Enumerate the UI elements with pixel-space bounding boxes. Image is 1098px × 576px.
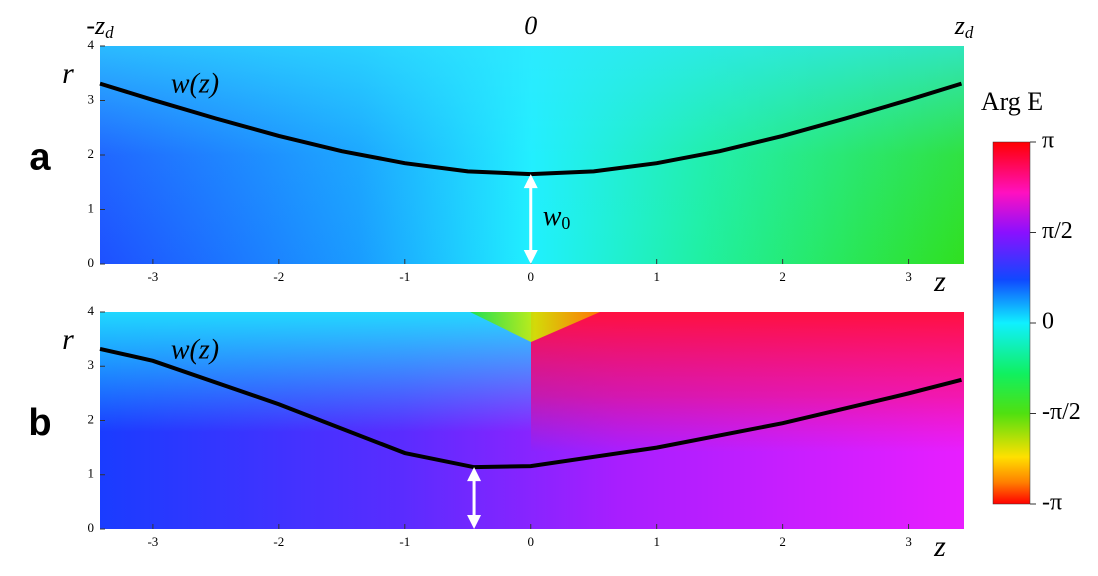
- top-tick-main: z: [954, 11, 965, 40]
- y-axis-label: r: [62, 323, 74, 356]
- arrow: [467, 467, 482, 529]
- x-tick-label: 0: [527, 269, 534, 284]
- arrow-label-main: w: [543, 201, 562, 232]
- x-tick-label: -3: [147, 269, 158, 284]
- top-tick-main: 0: [524, 11, 537, 40]
- top-tick-label: zd: [954, 11, 974, 42]
- curve-label: w(z): [171, 334, 219, 365]
- panel-b-background: [100, 312, 964, 529]
- colorbar-tick-label: 0: [1042, 309, 1054, 335]
- x-tick-label: 3: [905, 269, 912, 284]
- top-tick-sub: d: [965, 23, 974, 42]
- colorbar-tick-label: π/2: [1042, 218, 1073, 244]
- x-axis-label: z: [933, 265, 946, 298]
- curve-label: w(z): [171, 68, 219, 99]
- colorbar-tick-label: -π/2: [1042, 399, 1081, 425]
- curve: [99, 81, 963, 177]
- y-tick-label: 1: [88, 200, 95, 215]
- arrow-head: [523, 250, 538, 264]
- arrow-head: [467, 515, 482, 529]
- y-tick-label: 2: [88, 411, 95, 426]
- panel-label: a: [29, 136, 51, 178]
- panel-a-background: [100, 46, 964, 264]
- panel-label: b: [28, 402, 51, 444]
- x-tick-label: -3: [147, 534, 158, 549]
- top-tick-label: -zd: [86, 11, 114, 42]
- x-tick-label: 0: [527, 534, 534, 549]
- curve: [99, 346, 962, 470]
- x-tick-label: -2: [273, 534, 284, 549]
- x-axis-label: z: [933, 530, 946, 563]
- arrow-label: w0: [543, 201, 571, 233]
- arrow-head: [523, 174, 538, 189]
- top-tick-main: -z: [86, 11, 105, 40]
- arrow-head: [467, 467, 482, 482]
- y-axis-label: r: [62, 57, 74, 90]
- arrow: [523, 174, 538, 264]
- y-tick-label: 3: [88, 91, 95, 106]
- colorbar: [992, 141, 1031, 505]
- y-tick-label: 1: [88, 466, 95, 481]
- y-tick-label: 4: [88, 37, 95, 52]
- x-tick-label: 1: [653, 269, 660, 284]
- y-tick-label: 0: [88, 520, 95, 535]
- y-tick-label: 0: [88, 255, 95, 270]
- x-tick-label: -1: [399, 534, 410, 549]
- colorbar-tick-label: -π: [1042, 490, 1062, 516]
- top-tick-label: 0: [524, 11, 537, 40]
- y-tick-label: 3: [88, 357, 95, 372]
- x-tick-label: -1: [399, 269, 410, 284]
- arrow-label-sub: 0: [561, 213, 570, 233]
- x-tick-label: 2: [779, 269, 786, 284]
- x-tick-label: 3: [905, 534, 912, 549]
- y-tick-label: 2: [88, 146, 95, 161]
- top-tick-sub: d: [105, 23, 114, 42]
- colorbar-tick-label: π: [1042, 128, 1054, 154]
- x-tick-label: -2: [273, 269, 284, 284]
- x-tick-label: 2: [779, 534, 786, 549]
- x-tick-label: 1: [653, 534, 660, 549]
- y-tick-label: 4: [88, 303, 95, 318]
- colorbar-title: Arg E: [981, 87, 1043, 116]
